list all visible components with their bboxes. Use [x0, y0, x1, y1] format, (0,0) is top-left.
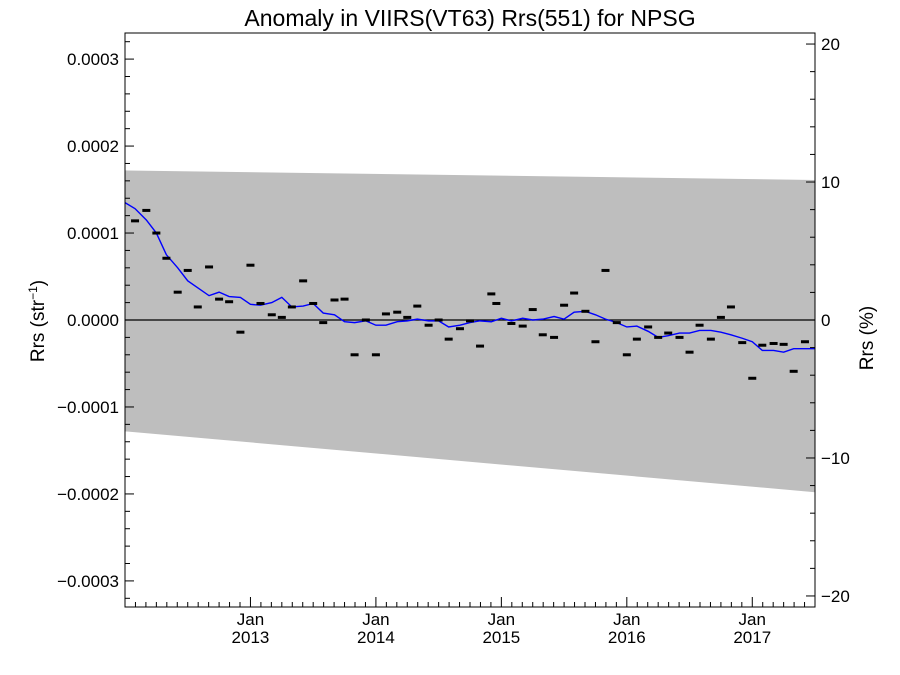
- data-point: [748, 376, 757, 380]
- data-point: [371, 353, 380, 357]
- data-point: [664, 331, 673, 335]
- y-right-tick-label: 0: [821, 311, 830, 330]
- chart-title: Anomaly in VIIRS(VT63) Rrs(551) for NPSG: [244, 5, 695, 31]
- data-point: [601, 268, 610, 272]
- y-tick-label: 0.0002: [67, 137, 119, 156]
- x-tick-year-label: 2017: [733, 628, 771, 647]
- data-point: [758, 343, 767, 347]
- data-point: [538, 333, 547, 337]
- data-point: [152, 231, 161, 235]
- data-point: [492, 301, 501, 305]
- data-point: [550, 335, 559, 339]
- data-point: [361, 318, 370, 322]
- y-right-tick-label: −20: [821, 587, 850, 606]
- data-point: [800, 340, 809, 344]
- data-point: [476, 344, 485, 348]
- data-point: [340, 297, 349, 301]
- data-point: [173, 290, 182, 294]
- data-point: [299, 279, 308, 283]
- data-point: [632, 337, 641, 341]
- data-point: [581, 309, 590, 313]
- data-point: [205, 265, 214, 269]
- data-point: [528, 308, 537, 312]
- data-point: [246, 263, 255, 267]
- y-tick-label: −0.0003: [57, 572, 119, 591]
- y-tick-label: 0.0001: [67, 224, 119, 243]
- data-point: [716, 315, 725, 319]
- x-tick-year-label: 2015: [482, 628, 520, 647]
- data-point: [225, 300, 234, 304]
- data-point: [142, 208, 151, 212]
- data-point: [413, 304, 422, 308]
- trend-line: [124, 201, 815, 353]
- x-tick-year-label: 2014: [357, 628, 395, 647]
- y-tick-label: −0.0001: [57, 398, 119, 417]
- x-tick-month-label: Jan: [237, 610, 264, 629]
- data-point: [424, 323, 433, 327]
- data-point: [256, 301, 265, 305]
- data-point: [685, 350, 694, 354]
- data-point: [434, 318, 443, 322]
- data-point: [403, 315, 412, 319]
- data-point: [487, 292, 496, 296]
- data-point: [507, 321, 516, 325]
- data-point: [267, 313, 276, 317]
- plot-area: 0.0003 0.0002 0.0001 0.0000 −0.0001 −0.0002 −0…: [57, 32, 850, 647]
- data-point: [236, 330, 245, 334]
- data-point: [277, 315, 286, 319]
- data-point: [287, 305, 296, 309]
- data-point: [319, 321, 328, 325]
- data-point: [591, 340, 600, 344]
- data-point: [162, 256, 171, 260]
- y-tick-label: −0.0002: [57, 485, 119, 504]
- data-point: [381, 312, 390, 316]
- data-point: [789, 369, 798, 373]
- data-point: [518, 324, 527, 328]
- y-right-tick-label: 20: [821, 35, 840, 54]
- data-point: [455, 327, 464, 331]
- data-point: [560, 303, 569, 307]
- data-point: [622, 353, 631, 357]
- y-right-tick-label: −10: [821, 449, 850, 468]
- data-point: [570, 291, 579, 295]
- data-point: [444, 337, 453, 341]
- data-point: [654, 335, 663, 339]
- x-tick-year-label: 2013: [232, 628, 270, 647]
- data-point: [769, 341, 778, 345]
- x-tick-month-label: Jan: [488, 610, 515, 629]
- x-tick-month-label: Jan: [613, 610, 640, 629]
- x-tick-month-label: Jan: [362, 610, 389, 629]
- data-point: [393, 310, 402, 314]
- y-tick-label: 0.0000: [67, 311, 119, 330]
- data-point: [350, 353, 359, 357]
- data-point: [330, 298, 339, 302]
- data-point: [738, 341, 747, 345]
- data-point: [215, 297, 224, 301]
- data-point: [779, 342, 788, 346]
- data-point: [309, 301, 318, 305]
- y-tick-label: 0.0003: [67, 50, 119, 69]
- data-point: [612, 321, 621, 325]
- y-axis-label-left: Rrs (str−1): [26, 280, 49, 362]
- y-right-tick-label: 10: [821, 173, 840, 192]
- y-axis-label-right: Rrs (%): [857, 306, 878, 370]
- x-tick-year-label: 2016: [608, 628, 646, 647]
- uncertainty-band: [125, 170, 815, 493]
- data-point: [695, 323, 704, 327]
- data-point: [466, 319, 474, 323]
- data-point: [726, 305, 735, 309]
- data-point: [675, 335, 684, 339]
- data-point: [183, 268, 192, 272]
- data-point: [193, 305, 202, 309]
- data-point: [131, 219, 140, 223]
- data-point: [706, 337, 715, 341]
- x-tick-month-label: Jan: [739, 610, 766, 629]
- data-point: [644, 325, 653, 329]
